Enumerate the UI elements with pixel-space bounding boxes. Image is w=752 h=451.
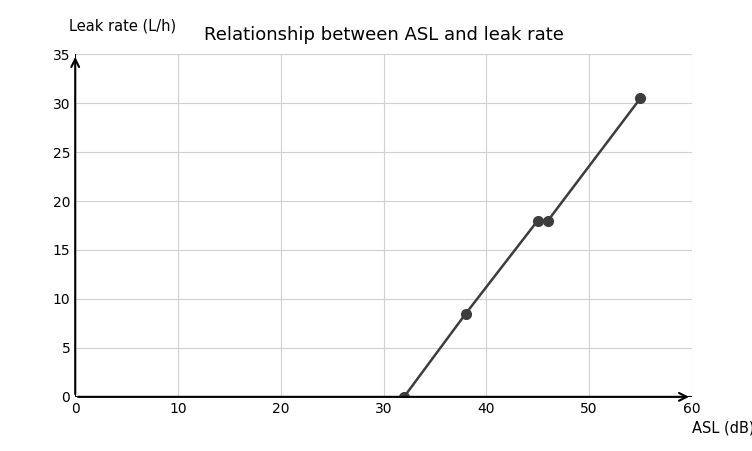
Text: Leak rate (L/h): Leak rate (L/h) bbox=[69, 18, 176, 33]
Title: Relationship between ASL and leak rate: Relationship between ASL and leak rate bbox=[204, 26, 563, 44]
Text: ASL (dB): ASL (dB) bbox=[692, 421, 752, 436]
